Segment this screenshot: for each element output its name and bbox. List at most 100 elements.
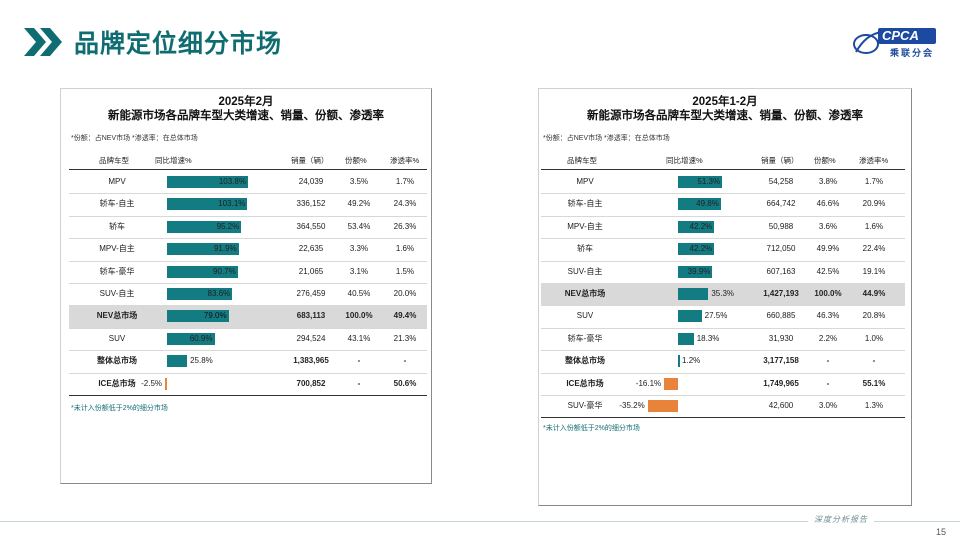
row-penetration: 1.6% bbox=[864, 221, 884, 231]
right-title-desc: 新能源市场各品牌车型大类增速、销量、份额、渗透率 bbox=[587, 110, 863, 122]
row-sales: 364,550 bbox=[296, 221, 326, 231]
table-row: 轿车-豪华 18.3% 31,930 2.2% 1.0% bbox=[541, 328, 905, 350]
row-divider bbox=[69, 215, 427, 217]
row-name: 整体总市场 bbox=[97, 356, 137, 366]
table-row: MPV 103.8% 24,039 3.5% 1.7% bbox=[69, 171, 427, 193]
growth-label: 35.3% bbox=[711, 289, 735, 298]
row-name: MPV bbox=[576, 177, 594, 186]
left-title-period: 2025年2月 bbox=[218, 96, 274, 108]
growth-bar bbox=[678, 265, 713, 278]
row-share: - bbox=[357, 378, 361, 388]
row-penetration: 20.8% bbox=[862, 311, 886, 321]
footer-tag: 深度分析报告 bbox=[808, 514, 874, 525]
growth-bar bbox=[165, 377, 167, 390]
row-penetration: 20.0% bbox=[393, 289, 417, 298]
row-name: SUV-自主 bbox=[567, 266, 603, 276]
growth-bar bbox=[678, 332, 694, 345]
row-sales: 1,749,965 bbox=[763, 378, 799, 388]
row-penetration: 22.4% bbox=[862, 244, 886, 254]
row-name: SUV-豪华 bbox=[567, 401, 603, 410]
left-panel: 2025年2月 新能源市场各品牌车型大类增速、销量、份额、渗透率 *份额：占NE… bbox=[60, 88, 432, 484]
row-penetration: 1.0% bbox=[864, 333, 884, 343]
header-sales: 销量（辆） bbox=[761, 156, 799, 165]
table-row: ICE总市场 -16.1% 1,749,965 - 55.1% bbox=[541, 373, 905, 395]
left-note: *份额：占NEV市场 *渗透率：在总体市场 bbox=[71, 135, 198, 142]
row-sales: 664,742 bbox=[766, 199, 796, 209]
row-sales: 1,427,193 bbox=[763, 289, 799, 298]
table-row: MPV-自主 42.2% 50,988 3.6% 1.6% bbox=[541, 216, 905, 238]
row-penetration: 1.7% bbox=[864, 177, 884, 186]
footer-divider bbox=[0, 521, 960, 522]
growth-bar bbox=[167, 288, 233, 300]
table-row: 整体总市场 1.2% 3,177,158 - - bbox=[541, 350, 905, 372]
row-name: ICE总市场 bbox=[98, 378, 136, 388]
row-sales: 21,065 bbox=[298, 266, 324, 276]
left-title-desc: 新能源市场各品牌车型大类增速、销量、份额、渗透率 bbox=[108, 110, 384, 122]
row-share: 46.6% bbox=[816, 199, 840, 209]
growth-bar bbox=[167, 198, 248, 211]
table-row: 轿车 95.2% 364,550 53.4% 26.3% bbox=[69, 216, 427, 238]
growth-bar bbox=[167, 355, 188, 368]
row-share: 3.1% bbox=[349, 266, 369, 276]
page-number: 15 bbox=[936, 527, 947, 537]
row-divider bbox=[69, 260, 427, 262]
table-row: 轿车-自主 103.1% 336,152 49.2% 24.3% bbox=[69, 193, 427, 215]
row-penetration: - bbox=[403, 356, 407, 366]
row-name: 轿车 bbox=[109, 221, 125, 231]
growth-bar bbox=[678, 310, 702, 323]
header-name: 品牌车型 bbox=[99, 156, 129, 165]
row-penetration: 1.7% bbox=[395, 177, 415, 186]
row-sales: 24,039 bbox=[298, 177, 324, 186]
row-sales: 336,152 bbox=[296, 199, 326, 209]
page-title: 品牌定位细分市场 bbox=[74, 30, 283, 58]
row-share: 2.2% bbox=[818, 333, 838, 343]
row-penetration: 1.6% bbox=[395, 244, 415, 254]
header-growth: 同比增速% bbox=[666, 156, 703, 165]
row-divider bbox=[541, 215, 905, 217]
right-panel: 2025年1-2月 新能源市场各品牌车型大类增速、销量、份额、渗透率 *份额：占… bbox=[538, 88, 912, 506]
growth-bar bbox=[167, 310, 229, 323]
table-row: SUV-自主 83.6% 276,459 40.5% 20.0% bbox=[69, 283, 427, 305]
growth-label: 25.8% bbox=[190, 356, 213, 366]
row-divider bbox=[541, 238, 905, 240]
row-penetration: 55.1% bbox=[862, 378, 886, 388]
row-divider bbox=[69, 283, 427, 284]
row-divider bbox=[541, 305, 905, 307]
row-penetration: 44.9% bbox=[862, 289, 886, 298]
growth-label: 42.2% bbox=[689, 244, 713, 254]
row-sales: 700,852 bbox=[296, 378, 326, 388]
growth-bar bbox=[678, 220, 715, 233]
growth-label: 49.8% bbox=[696, 199, 719, 209]
row-share: 42.5% bbox=[816, 266, 840, 276]
right-footnote: *未计入份额低于2%的细分市场 bbox=[543, 425, 640, 432]
row-sales: 276,459 bbox=[296, 289, 326, 298]
row-share: - bbox=[826, 378, 830, 388]
table-row: 轿车 42.2% 712,050 49.9% 22.4% bbox=[541, 238, 905, 260]
row-penetration: 50.6% bbox=[393, 378, 417, 388]
cpca-logo: CPCA 乘联分会 bbox=[852, 24, 938, 62]
row-penetration: 24.3% bbox=[393, 199, 417, 209]
row-penetration: - bbox=[872, 356, 876, 366]
row-sales: 683,113 bbox=[296, 311, 326, 321]
row-share: 3.6% bbox=[818, 221, 838, 231]
header-growth: 同比增速% bbox=[155, 156, 192, 165]
row-name: MPV bbox=[108, 177, 126, 186]
bottom-rule bbox=[69, 395, 427, 396]
growth-label: 27.5% bbox=[704, 311, 728, 321]
row-penetration: 1.3% bbox=[864, 401, 884, 410]
row-penetration: 26.3% bbox=[393, 221, 417, 231]
growth-bar bbox=[167, 243, 239, 256]
row-name: 轿车-豪华 bbox=[567, 333, 603, 343]
header-sales: 销量（辆） bbox=[291, 156, 329, 165]
table-row: NEV总市场 35.3% 1,427,193 100.0% 44.9% bbox=[541, 283, 905, 306]
row-name: 整体总市场 bbox=[565, 356, 605, 366]
row-name: 轿车-豪华 bbox=[99, 266, 135, 276]
header-penetration: 渗透率% bbox=[390, 156, 420, 165]
growth-label: 1.2% bbox=[682, 356, 701, 366]
row-sales: 3,177,158 bbox=[763, 356, 799, 366]
table-row: 整体总市场 25.8% 1,383,965 - - bbox=[69, 350, 427, 372]
growth-label: 79.0% bbox=[203, 311, 227, 321]
row-share: 49.9% bbox=[816, 244, 840, 254]
row-share: - bbox=[826, 356, 830, 366]
growth-bar bbox=[678, 243, 715, 256]
